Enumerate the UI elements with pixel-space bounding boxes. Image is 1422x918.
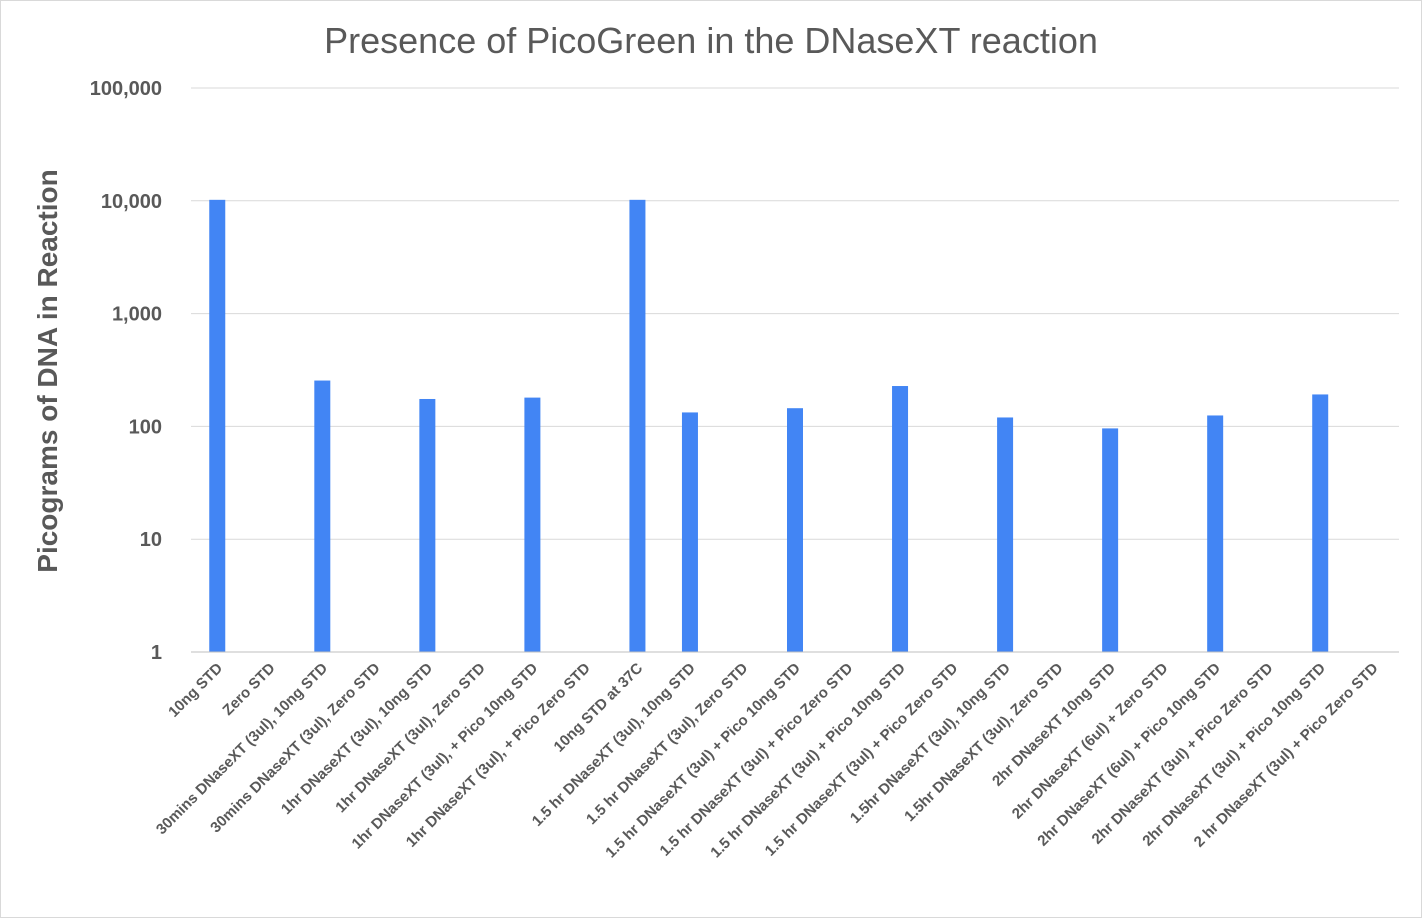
- y-axis-label: Picograms of DNA in Reaction: [32, 169, 63, 572]
- bar: [1312, 394, 1329, 652]
- x-tick-label: 1.5 hr DNaseXT (3ul) + Pico Zero STD: [762, 660, 962, 860]
- bar: [629, 199, 646, 652]
- x-tick-label: 1hr DNaseXT (3ul), + Pico Zero STD: [403, 660, 594, 851]
- y-tick-label: 1,000: [112, 304, 162, 326]
- bar: [209, 199, 226, 652]
- bar: [892, 386, 909, 652]
- bars: [209, 199, 1329, 652]
- x-tick-label: 2hr DNaseXT (6ul) + Pico 10ng STD: [1034, 660, 1224, 850]
- x-tick-label: 10ng STD: [165, 660, 226, 721]
- x-tick-label: 10ng STD at 37C: [551, 660, 647, 756]
- x-tick-label: 1.5 hr DNaseXT (3ul) + Pico 10ng STD: [602, 660, 804, 862]
- bar: [681, 412, 698, 652]
- bar: [314, 380, 331, 652]
- x-tick-label: 2 hr DNaseXT (3ul) + Pico Zero STD: [1191, 660, 1382, 851]
- bar: [524, 397, 541, 652]
- x-tick-label: 2hr DNaseXT (3ul) + Pico 10ng STD: [1139, 660, 1329, 850]
- x-tick-label: 1.5 hr DNaseXT (3ul) + Pico 10ng STD: [707, 660, 909, 862]
- bar: [419, 398, 436, 652]
- y-tick-label: 100,000: [90, 78, 162, 100]
- bar: [997, 417, 1014, 652]
- bar: [787, 408, 803, 652]
- y-tick-label: 100: [129, 416, 162, 438]
- y-tick-label: 1: [151, 642, 162, 664]
- y-axis-ticks: 1 10 100 1,000 10,000 100,000: [90, 78, 162, 664]
- bar: [1102, 428, 1119, 652]
- bar: [1207, 415, 1224, 652]
- y-tick-label: 10,000: [101, 191, 162, 213]
- chart-title: Presence of PicoGreen in the DNaseXT rea…: [324, 20, 1098, 61]
- x-tick-label: 1.5 hr DNaseXT (3ul) + Pico Zero STD: [657, 660, 857, 860]
- gridlines: [191, 87, 1399, 540]
- y-tick-label: 10: [140, 529, 162, 551]
- x-tick-label: 1hr DNaseXT (3ul), + Pico 10ng STD: [349, 660, 542, 853]
